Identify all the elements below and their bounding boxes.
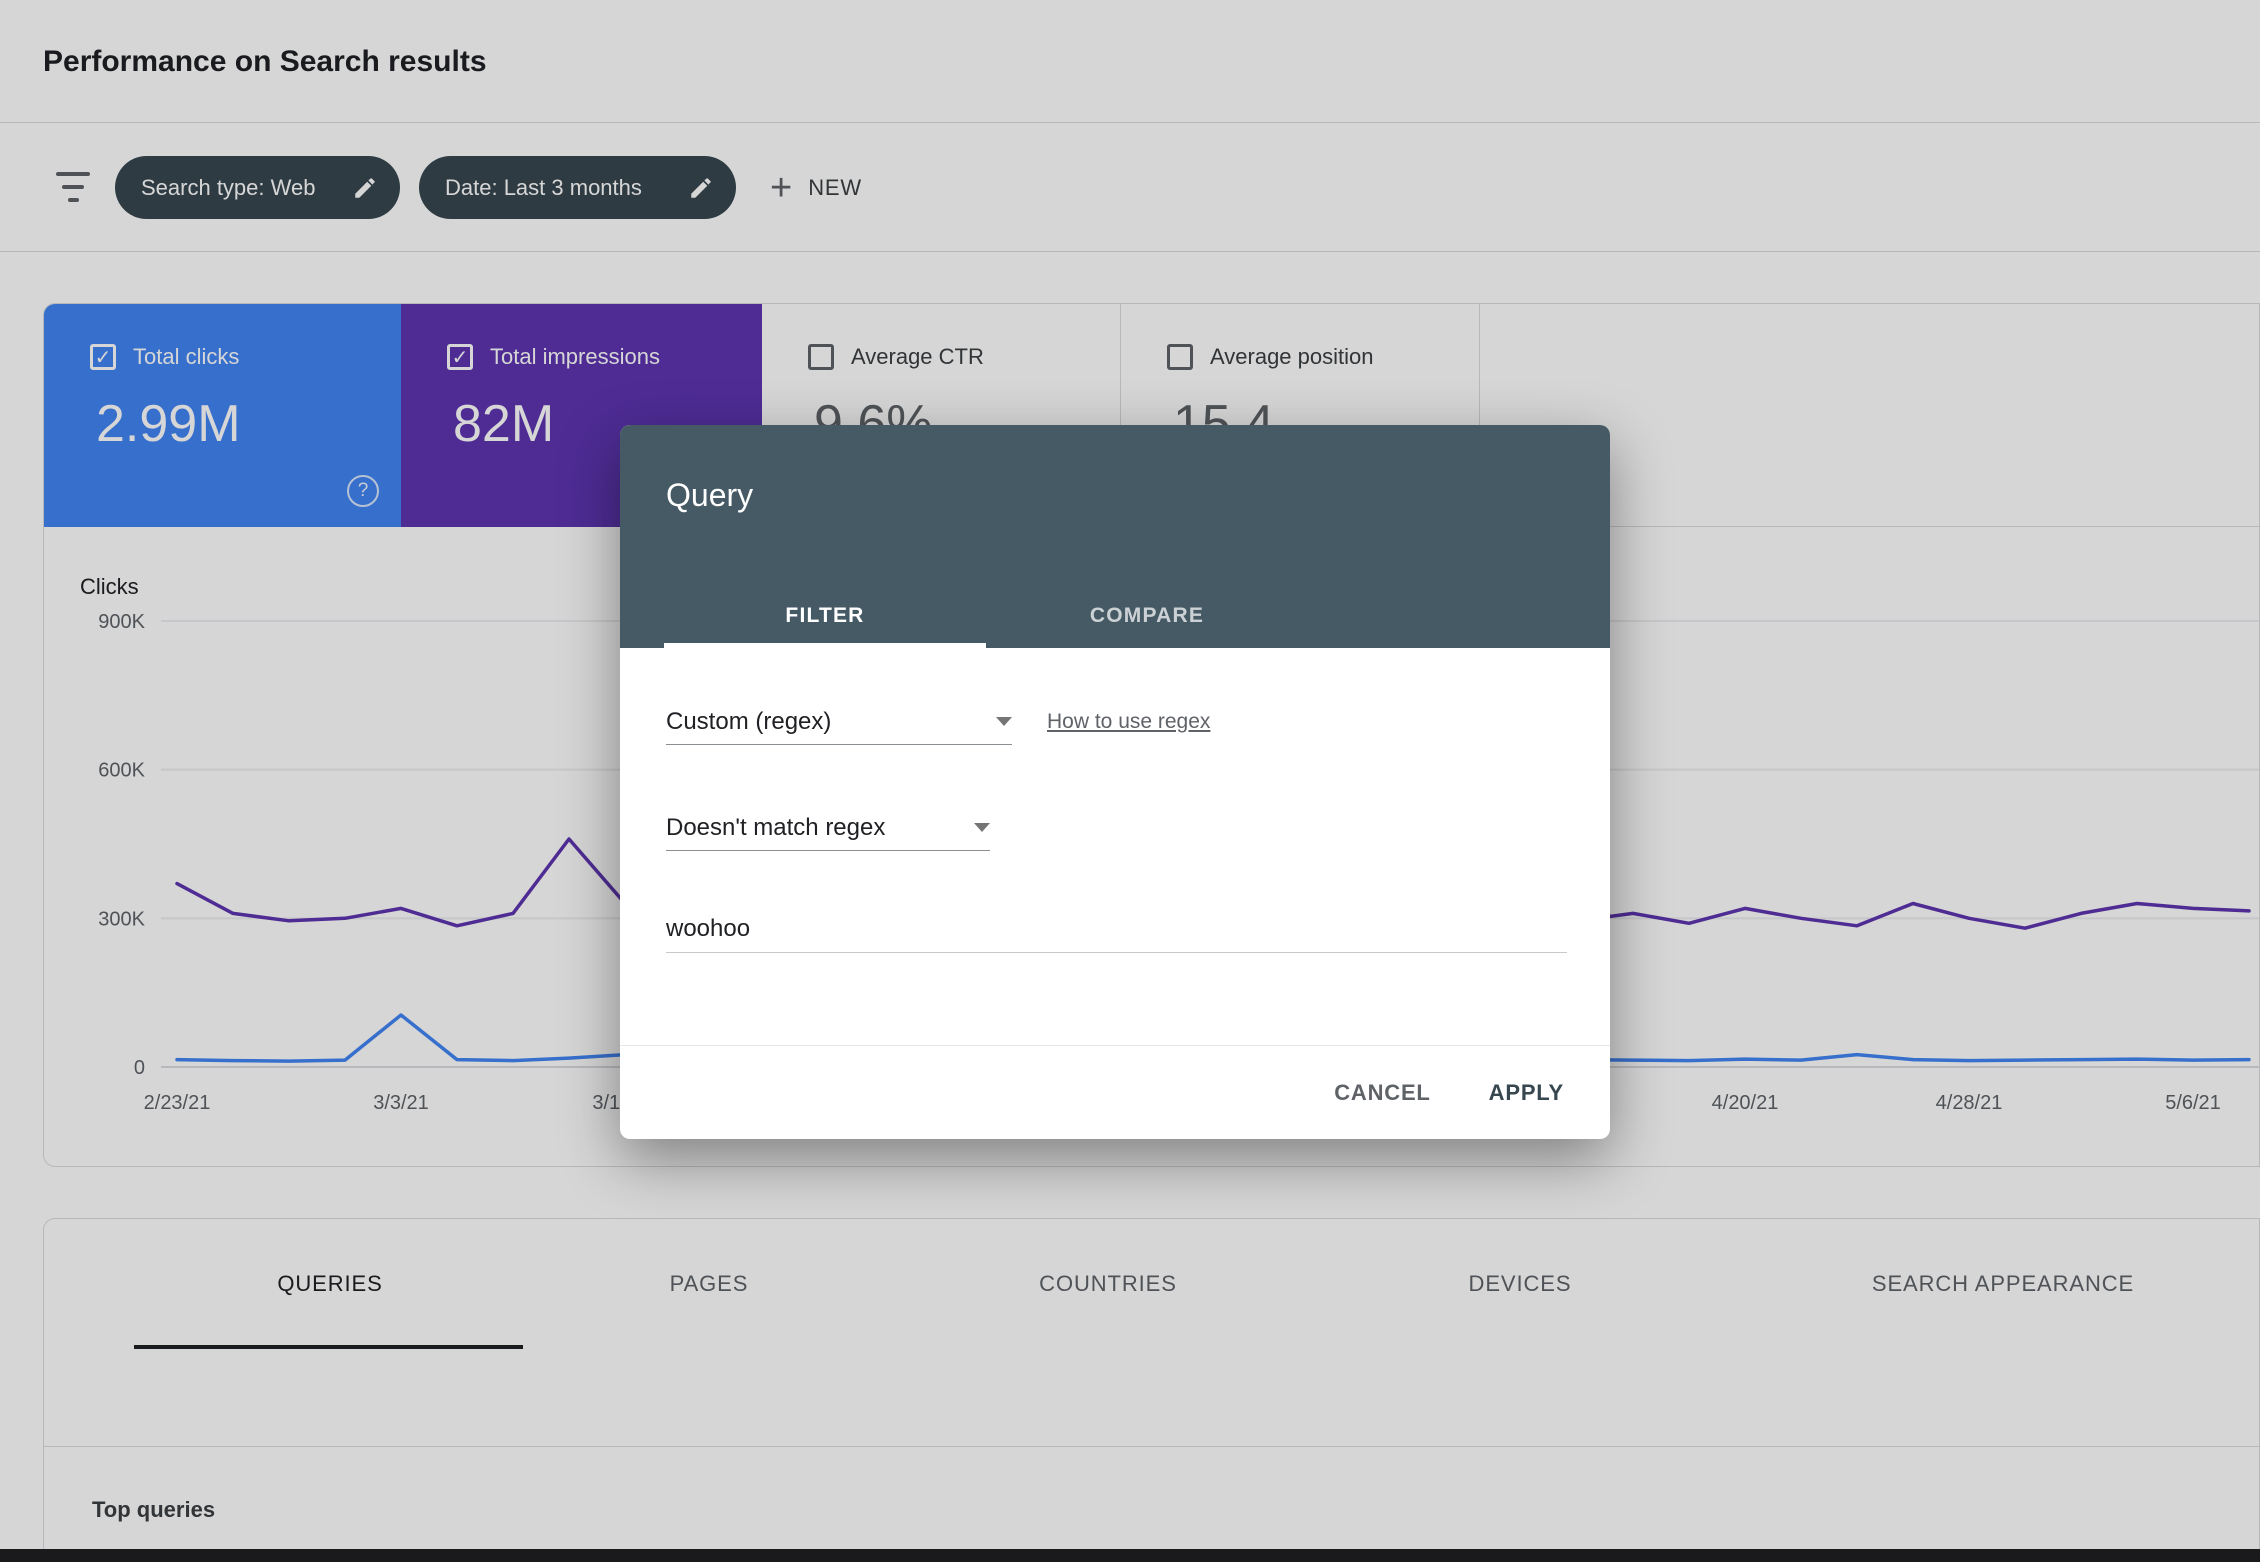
checkbox-unchecked-icon[interactable] (808, 344, 834, 370)
dialog-tab-filter[interactable]: FILTER (785, 604, 865, 627)
date-range-chip[interactable]: Date: Last 3 months (419, 156, 736, 219)
table-divider (44, 1446, 2259, 1447)
new-filter-button-label: NEW (808, 174, 862, 200)
checkbox-checked-icon[interactable]: ✓ (90, 344, 116, 370)
regex-help-link[interactable]: How to use regex (1047, 710, 1211, 733)
filter-type-select-value: Custom (regex) (666, 707, 832, 735)
app-header: Performance on Search results (0, 0, 2260, 123)
bottom-edge-bar (0, 1549, 2260, 1562)
metric-label: Average position (1210, 344, 1374, 369)
dialog-title: Query (666, 477, 754, 513)
tab-countries[interactable]: COUNTRIES (1039, 1271, 1177, 1296)
filter-type-select[interactable]: Custom (regex) (666, 699, 1012, 745)
metric-value: 82M (453, 395, 555, 453)
search-type-chip[interactable]: Search type: Web (115, 156, 400, 219)
edit-pencil-icon[interactable] (352, 175, 378, 201)
match-type-select-value: Doesn't match regex (666, 813, 886, 841)
dialog-tab-compare[interactable]: COMPARE (1089, 604, 1205, 627)
dialog-tabs: FILTER COMPARE (664, 584, 1308, 648)
metric-label: Total clicks (133, 344, 240, 369)
tab-queries[interactable]: QUERIES (277, 1271, 383, 1296)
chevron-down-icon (974, 823, 990, 832)
edit-pencil-icon[interactable] (688, 175, 714, 201)
regex-input[interactable]: woohoo (666, 906, 1567, 953)
x-axis-label: 4/28/21 (1935, 1092, 2003, 1114)
tab-pages[interactable]: PAGES (669, 1271, 749, 1296)
table-section-title: Top queries (92, 1497, 216, 1522)
metric-label: Total impressions (490, 344, 660, 369)
x-axis-label: 4/20/21 (1711, 1092, 1779, 1114)
filter-bar: Search type: Web Date: Last 3 months + N… (0, 124, 2260, 252)
dialog-footer: CANCEL APPLY (620, 1045, 1610, 1139)
x-axis-label: 3/3/21 (373, 1092, 429, 1114)
cancel-button[interactable]: CANCEL (1334, 1079, 1431, 1105)
dimensions-table-card: QUERIES PAGES COUNTRIES DEVICES SEARCH A… (43, 1218, 2260, 1562)
metric-tiles-filler (1480, 304, 2259, 527)
query-filter-dialog: Query FILTER COMPARE Custom (regex) How … (620, 425, 1610, 1139)
tab-devices[interactable]: DEVICES (1468, 1271, 1572, 1296)
match-type-select[interactable]: Doesn't match regex (666, 805, 990, 851)
new-filter-button[interactable]: + NEW (770, 156, 862, 219)
x-axis-label: 2/23/21 (143, 1092, 211, 1114)
checkbox-checked-icon[interactable]: ✓ (447, 344, 473, 370)
metric-value: 2.99M (96, 395, 241, 453)
page-title: Performance on Search results (43, 44, 487, 78)
checkbox-unchecked-icon[interactable] (1167, 344, 1193, 370)
metric-label: Average CTR (851, 344, 984, 369)
filter-list-icon[interactable] (56, 172, 90, 202)
metric-tile-total-clicks[interactable]: ✓ Total clicks 2.99M ? (44, 304, 401, 527)
dialog-active-tab-underline (664, 643, 986, 648)
search-type-chip-label: Search type: Web (141, 174, 316, 200)
date-range-chip-label: Date: Last 3 months (445, 174, 642, 200)
dialog-header: Query FILTER COMPARE (620, 425, 1610, 648)
tab-search-appearance[interactable]: SEARCH APPEARANCE (1871, 1271, 2135, 1296)
chart-axis-title: Clicks (80, 574, 139, 599)
x-axis-label: 5/6/21 (2165, 1092, 2221, 1114)
help-icon[interactable]: ? (347, 475, 379, 507)
chevron-down-icon (996, 717, 1012, 726)
apply-button[interactable]: APPLY (1488, 1079, 1564, 1105)
active-tab-underline (134, 1345, 523, 1349)
plus-icon: + (770, 166, 793, 209)
